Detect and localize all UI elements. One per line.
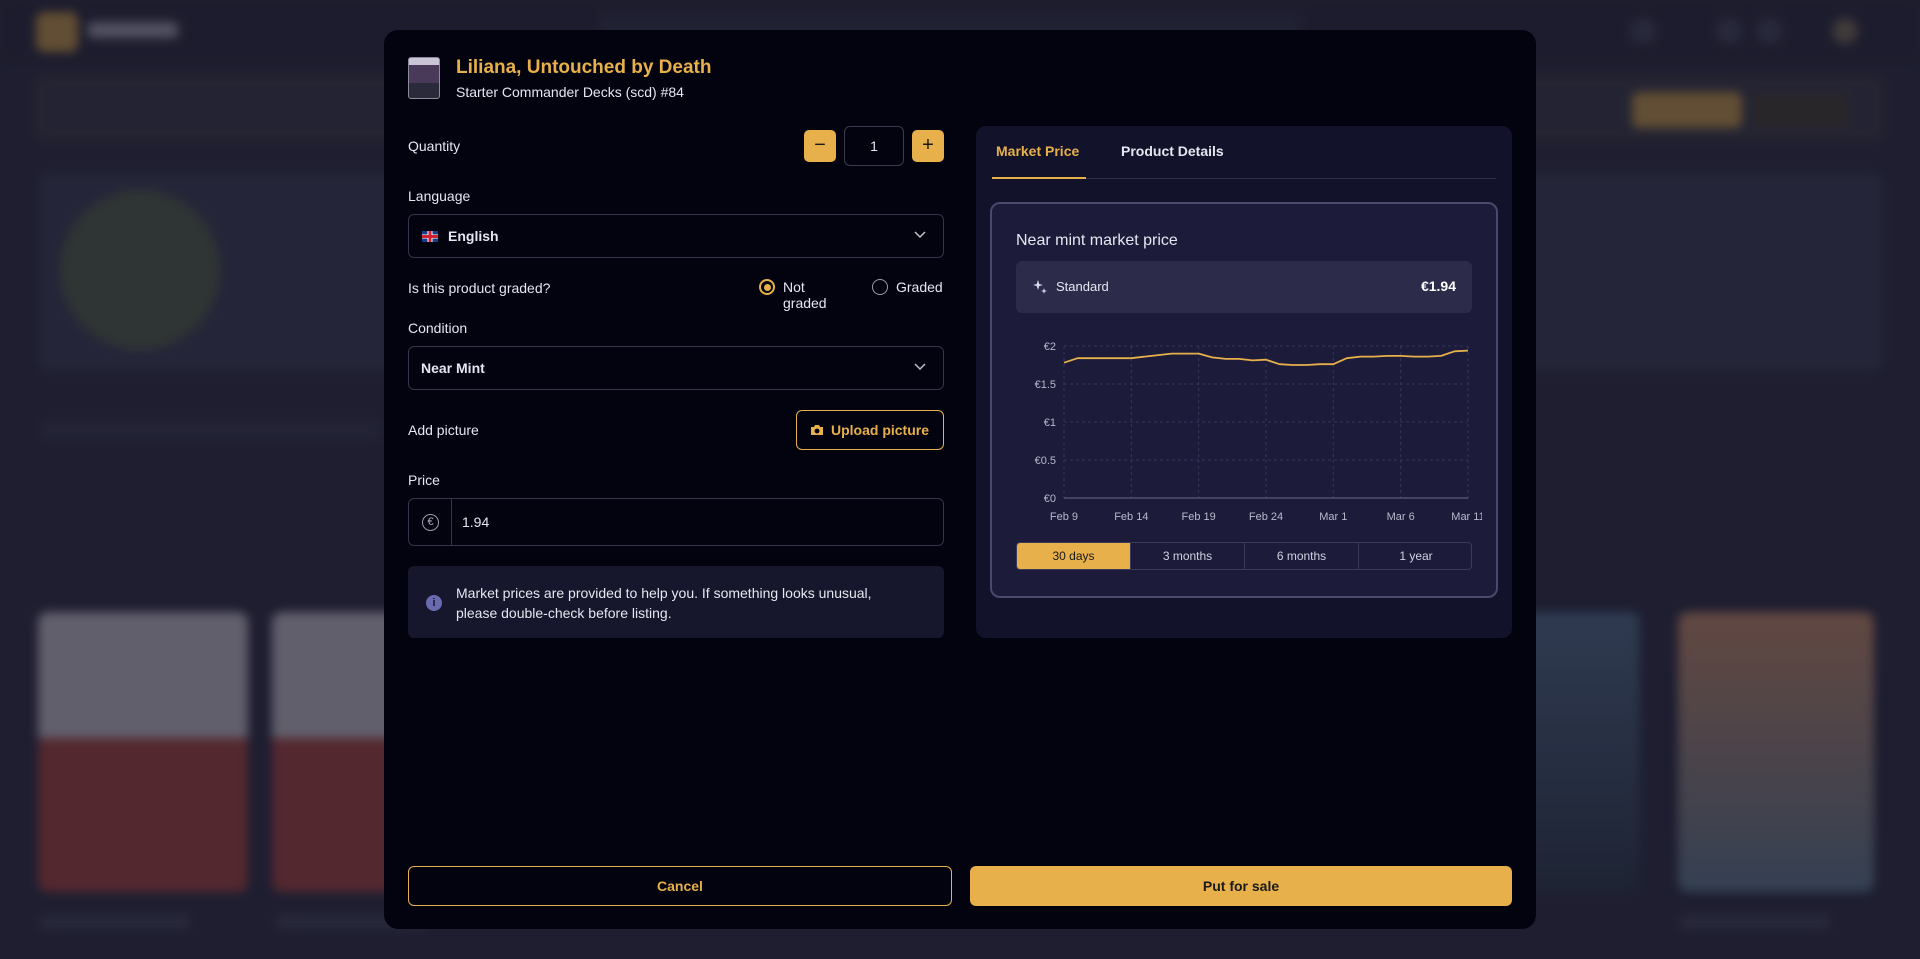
- x-tick-label: Feb 9: [1050, 511, 1078, 523]
- x-tick-label: Feb 24: [1249, 511, 1283, 523]
- background-strip-button: [1632, 92, 1742, 128]
- background-tabs: [40, 420, 380, 440]
- camera-icon: [811, 425, 823, 435]
- background-strip-button: [1752, 92, 1848, 128]
- card-set-line: Starter Commander Decks (scd) #84: [456, 84, 684, 100]
- quantity-increment-button[interactable]: +: [912, 130, 944, 162]
- card-thumbnail: [408, 57, 440, 99]
- active-tab-indicator: [992, 177, 1086, 179]
- sparkle-icon: [1033, 280, 1047, 294]
- market-panel: Market Price Product Details Near mint m…: [976, 126, 1512, 638]
- y-tick-label: €2: [1044, 341, 1056, 353]
- price-input[interactable]: 1.94: [462, 514, 490, 530]
- condition-label: Condition: [408, 320, 468, 336]
- euro-icon: €: [422, 514, 439, 531]
- upload-picture-button[interactable]: Upload picture: [796, 410, 944, 450]
- range-1-year-button[interactable]: 1 year: [1399, 549, 1433, 563]
- background-logo-text: [88, 22, 178, 38]
- background-card: [1516, 612, 1640, 892]
- chart-card-title: Near mint market price: [1016, 232, 1178, 249]
- cancel-button[interactable]: Cancel: [408, 866, 952, 906]
- chevron-down-icon: [914, 363, 926, 371]
- info-icon: i: [426, 595, 442, 611]
- range-3-months-button[interactable]: 3 months: [1131, 543, 1245, 569]
- background-top-icon: [1630, 18, 1656, 44]
- x-tick-label: Mar 6: [1387, 511, 1415, 523]
- y-tick-label: €1: [1044, 417, 1056, 429]
- not-graded-label[interactable]: Not graded: [783, 279, 827, 311]
- x-tick-label: Feb 14: [1114, 511, 1148, 523]
- variant-price: €1.94: [1420, 278, 1456, 294]
- quantity-decrement-button[interactable]: −: [804, 130, 836, 162]
- price-series-line: [1063, 349, 1469, 366]
- condition-value: Near Mint: [421, 360, 485, 376]
- market-price-notice: i Market prices are provided to help you…: [408, 566, 944, 638]
- tabs-divider: [992, 178, 1496, 179]
- background-card-label: [1680, 915, 1830, 929]
- time-range-selector: 30 days 3 months 6 months 1 year: [1016, 542, 1472, 570]
- price-label: Price: [408, 472, 440, 488]
- background-logo: [36, 12, 78, 52]
- background-card: [38, 612, 248, 892]
- background-top-icon: [1756, 18, 1782, 44]
- background-avatar-small: [1832, 18, 1858, 44]
- sell-dialog: Liliana, Untouched by Death Starter Comm…: [384, 30, 1536, 929]
- not-graded-radio[interactable]: [759, 279, 775, 295]
- notice-text: Market prices are provided to help you. …: [456, 585, 872, 621]
- language-value: English: [448, 228, 499, 244]
- background-avatar: [60, 190, 220, 350]
- background-card: [1678, 612, 1874, 892]
- graded-question: Is this product graded?: [408, 280, 551, 296]
- condition-select[interactable]: Near Mint: [408, 346, 944, 390]
- y-tick-label: €1.5: [1035, 379, 1056, 391]
- tab-product-details[interactable]: Product Details: [1121, 143, 1224, 159]
- currency-prefix: €: [409, 499, 452, 545]
- price-line-chart: €0 €0.5 €1 €1.5 €2 Feb 9 Feb 14 Feb 19 Feb 24 Mar…: [1035, 341, 1482, 523]
- language-label: Language: [408, 188, 471, 204]
- variant-name: Standard: [1056, 279, 1109, 294]
- tab-market-price[interactable]: Market Price: [996, 143, 1080, 159]
- uk-flag-icon: [422, 231, 438, 242]
- price-field[interactable]: € 1.94: [408, 498, 944, 546]
- graded-label[interactable]: Graded: [896, 279, 943, 295]
- upload-picture-label: Upload picture: [831, 422, 930, 438]
- x-tick-label: Feb 19: [1182, 511, 1216, 523]
- background-top-icon: [1716, 18, 1742, 44]
- background-card-label: [40, 915, 190, 929]
- graded-radio[interactable]: [872, 279, 888, 295]
- language-select[interactable]: English: [408, 214, 944, 258]
- range-30-days-button[interactable]: 30 days: [1017, 543, 1131, 569]
- x-tick-label: Mar 11: [1451, 511, 1482, 523]
- y-tick-label: €0.5: [1035, 455, 1056, 467]
- quantity-label: Quantity: [408, 138, 461, 154]
- put-for-sale-button[interactable]: Put for sale: [970, 866, 1512, 906]
- chevron-down-icon: [914, 231, 926, 239]
- card-title: Liliana, Untouched by Death: [456, 57, 712, 78]
- range-6-months-button[interactable]: 6 months: [1245, 543, 1359, 569]
- price-chart-card: Near mint market price Standard €1.94 €0…: [990, 202, 1498, 598]
- y-tick-label: €0: [1044, 493, 1056, 505]
- variant-row: Standard €1.94: [1016, 261, 1472, 313]
- quantity-input[interactable]: 1: [844, 126, 904, 166]
- x-tick-label: Mar 1: [1319, 511, 1347, 523]
- add-picture-label: Add picture: [408, 422, 479, 438]
